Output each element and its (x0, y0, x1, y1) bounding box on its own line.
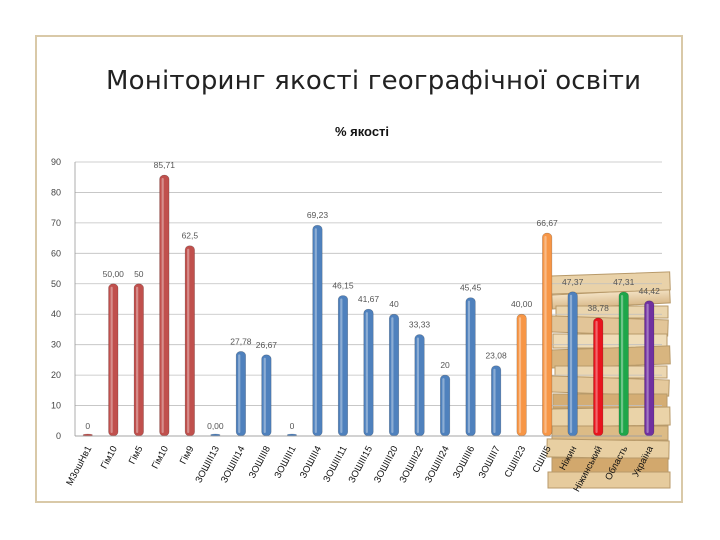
bar (440, 374, 451, 437)
bar (542, 232, 553, 437)
x-tick-label: ЗОШІІІ1 (272, 444, 298, 480)
data-label: 40,00 (511, 299, 533, 309)
stack-of-books-illustration (545, 271, 671, 489)
bar-highlight (569, 294, 573, 433)
bar-highlight (314, 228, 317, 433)
bar-highlight (365, 312, 368, 433)
x-tick-label: ЗОШІІІ20 (372, 444, 401, 485)
data-label: 0,00 (207, 421, 224, 431)
slide-title: Моніторинг якості географічної освіти (106, 66, 642, 96)
data-label: 50,00 (103, 269, 125, 279)
bar-highlight (136, 286, 139, 433)
data-label: 62,5 (182, 231, 199, 241)
x-tick-label: Гім10 (99, 444, 120, 471)
x-tick-label: Гім10 (150, 444, 171, 471)
bar (644, 300, 655, 437)
bar (491, 365, 502, 437)
data-label: 23,08 (485, 351, 507, 361)
bar-highlight (467, 300, 471, 433)
x-tick-label: ЗОШІІІ6 (451, 444, 477, 480)
bar-highlight (518, 317, 522, 433)
bar (516, 313, 527, 437)
bar-highlight (442, 378, 445, 433)
bar-highlight (340, 298, 343, 433)
bar (337, 295, 349, 437)
bar-highlight (416, 337, 419, 433)
y-tick-label: 80 (51, 187, 61, 197)
data-label: 33,33 (409, 320, 431, 330)
x-tick-label: ЗОШІІІ13 (193, 444, 222, 485)
x-tick-label: Гім5 (127, 444, 146, 466)
bar (235, 351, 246, 437)
data-label: 69,23 (307, 210, 329, 220)
data-label: 0 (290, 421, 295, 431)
bar-highlight (544, 236, 547, 433)
data-label: 26,67 (256, 340, 278, 350)
data-label: 47,31 (613, 277, 635, 287)
x-tick-label: ЗОШІІІ24 (423, 444, 452, 485)
bar-highlight (238, 354, 241, 433)
bar-highlight (161, 178, 164, 433)
y-tick-label: 50 (51, 279, 61, 289)
bar (465, 297, 476, 437)
bar (261, 354, 272, 437)
x-tick-label: ЗОШІІІ14 (219, 444, 248, 485)
y-tick-label: 60 (51, 248, 61, 258)
y-tick-label: 70 (51, 218, 61, 228)
y-tick-label: 20 (51, 370, 61, 380)
x-tick-label: М3ошНв1 (64, 444, 94, 487)
data-label: 47,37 (562, 277, 584, 287)
y-tick-label: 0 (56, 431, 61, 441)
x-tick-label: СШІІІ5 (531, 444, 554, 475)
bar (312, 224, 323, 437)
data-label: 50 (134, 269, 144, 279)
bar-highlight (595, 320, 598, 433)
x-tick-label: ЗОШІІІ11 (321, 444, 349, 484)
chart-title: % якості (335, 124, 389, 139)
bar-highlight (187, 248, 190, 433)
x-tick-label: ЗОШІІІ4 (298, 444, 324, 480)
bar-highlight (646, 303, 649, 433)
x-tick-label: ЗОШІІІ7 (477, 444, 503, 480)
bar (133, 283, 144, 437)
x-tick-label: ЗОШІІІ15 (347, 444, 376, 485)
y-tick-label: 30 (51, 340, 61, 350)
data-label: 20 (440, 360, 450, 370)
bar (108, 283, 119, 437)
bar (388, 313, 400, 437)
x-tick-label: СШІІІ23 (503, 444, 529, 479)
y-axis: 0 10 20 30 40 50 60 70 80 90 (51, 157, 76, 441)
bar-highlight (493, 368, 496, 433)
data-label: 27,78 (230, 336, 252, 346)
data-label: 41,67 (358, 294, 380, 304)
bar (363, 308, 374, 437)
bar-highlight (620, 294, 624, 433)
data-label: 66,67 (537, 218, 559, 228)
x-tick-label: Гім9 (178, 444, 197, 466)
x-tick-label: ЗОШІІІ8 (247, 444, 273, 480)
y-tick-label: 10 (51, 401, 61, 411)
data-label: 45,45 (460, 283, 482, 293)
bar-highlight (110, 286, 113, 433)
bar (618, 291, 629, 437)
bar (159, 174, 170, 437)
bar (414, 334, 425, 437)
bar (184, 245, 195, 437)
data-label: 46,15 (332, 280, 354, 290)
bar-highlight (263, 357, 266, 433)
chart-data-labels: 0 50,00 50 85,71 62,5 0,00 27,78 26,67 0 69,23 46,… (85, 160, 660, 431)
data-label: 38,78 (588, 303, 610, 313)
data-label: 0 (85, 421, 90, 431)
y-tick-label: 40 (51, 309, 61, 319)
y-tick-label: 90 (51, 157, 61, 167)
data-label: 44,42 (639, 286, 661, 296)
bar (567, 291, 578, 437)
data-label: 85,71 (154, 160, 176, 170)
data-label: 40 (389, 299, 399, 309)
chart-bars (82, 174, 655, 437)
x-tick-label: ЗОШІІІ22 (398, 444, 427, 485)
bar-highlight (391, 317, 394, 433)
bar (593, 317, 604, 437)
